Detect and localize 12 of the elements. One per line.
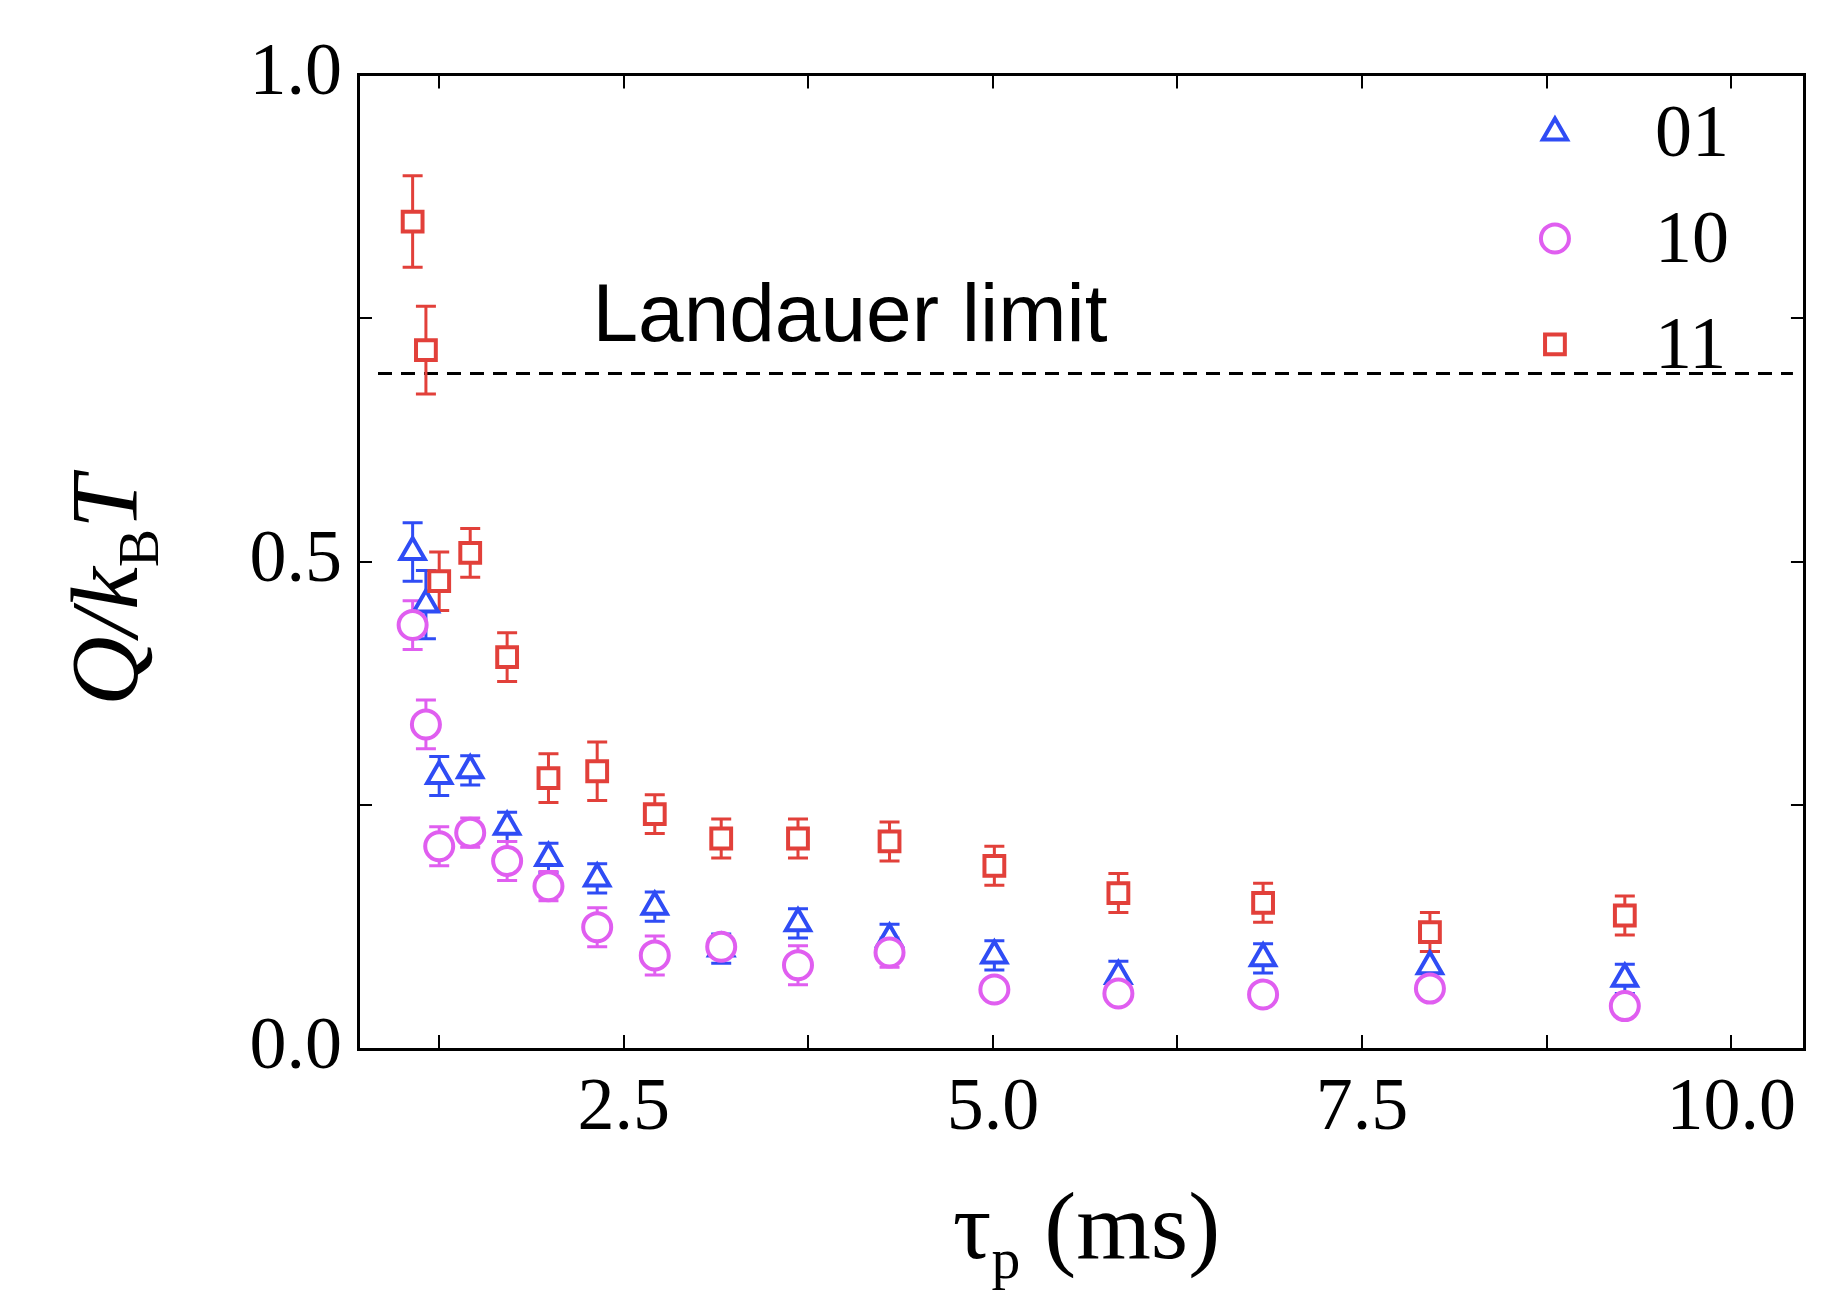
x-tick-label: 2.5 [577,1062,671,1145]
legend-label: 10 [1654,195,1729,278]
y-tick-label: 1.0 [249,27,342,110]
x-tick-label: 7.5 [1315,1062,1409,1145]
legend-label: 01 [1654,89,1729,172]
y-tick-label: 0.5 [249,515,342,598]
x-tick-label: 5.0 [946,1062,1040,1145]
y-tick-label: 0.0 [249,1002,342,1085]
ref-line-label: Landauer limit [592,267,1108,359]
legend-label: 11 [1654,301,1727,384]
x-tick-label: 10.0 [1666,1062,1796,1145]
x-axis-title: τ$_{p}$ (ms) [951,1171,1222,1292]
